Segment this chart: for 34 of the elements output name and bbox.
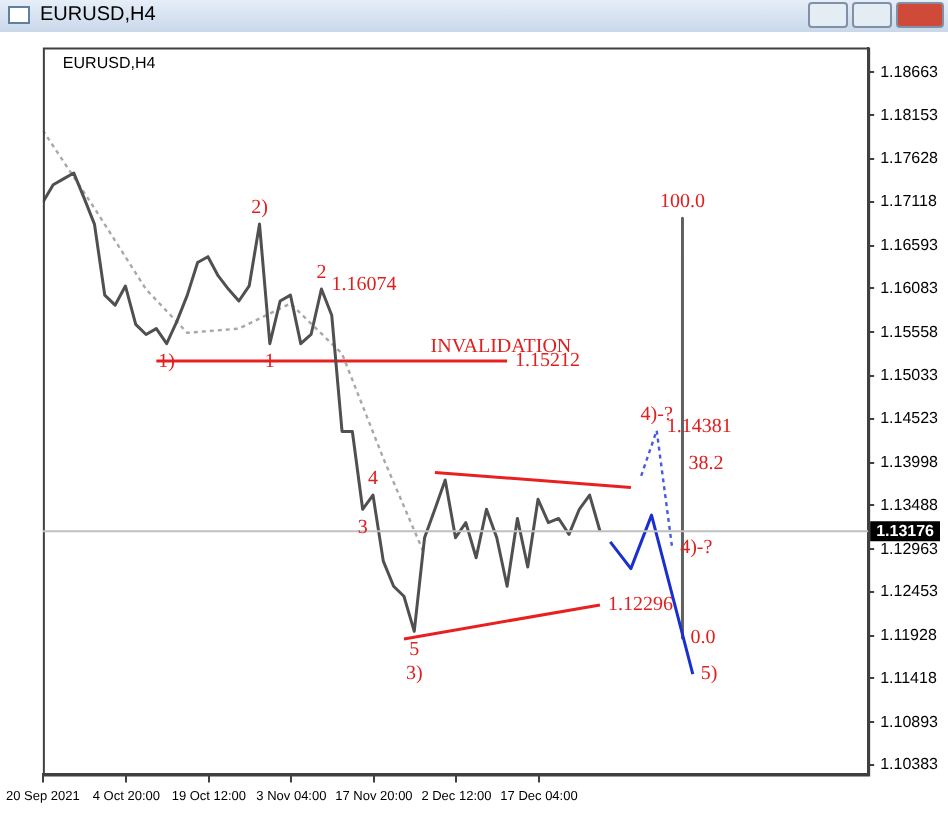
- y-tick-label: 1.10383: [880, 755, 940, 774]
- y-tick-label: 1.16083: [880, 278, 940, 297]
- annotation: 3): [405, 662, 423, 685]
- annotation: 100.0: [659, 191, 705, 214]
- annotation: 2): [251, 197, 268, 220]
- chart-title: EURUSD,H4: [62, 54, 157, 73]
- annotation: 2: [316, 262, 327, 285]
- annotation: 5: [409, 638, 420, 661]
- y-tick-label: 1.11928: [880, 626, 938, 645]
- y-tick-label: 1.11418: [880, 668, 938, 687]
- y-tick-label: 1.17628: [880, 149, 940, 168]
- y-tick-label: 1.18153: [880, 105, 940, 124]
- y-tick-label: 1.12963: [880, 539, 940, 558]
- y-tick-label: 1.16593: [880, 235, 940, 254]
- annotation: 4: [367, 468, 378, 491]
- chart-subtitle: EURUSD,H4: [40, 4, 156, 26]
- y-tick-label: 1.12453: [880, 582, 940, 601]
- y-tick-label: 1.15558: [880, 322, 940, 341]
- y-tick-label: 1.14523: [880, 409, 940, 428]
- y-tick-label: 1.13998: [880, 453, 940, 472]
- y-tick-label: 1.15033: [880, 366, 940, 385]
- annotation: 0.0: [690, 627, 716, 650]
- y-tick-label: 1.18663: [880, 62, 940, 81]
- ref-line-label: 1.13176: [876, 521, 936, 540]
- y-tick-label: 1.17118: [880, 192, 938, 211]
- y-tick-label: 1.13488: [880, 495, 940, 514]
- line-series: [42, 129, 426, 556]
- y-tick-label: 1.10893: [880, 712, 940, 731]
- annotation: 38.2: [688, 452, 724, 475]
- annotation: 4)-?: [640, 403, 674, 426]
- annotation: 1.12296: [607, 594, 673, 617]
- annotation: 3: [357, 516, 368, 539]
- annotation: 5): [700, 663, 718, 686]
- annotation: 1.16074: [331, 274, 397, 297]
